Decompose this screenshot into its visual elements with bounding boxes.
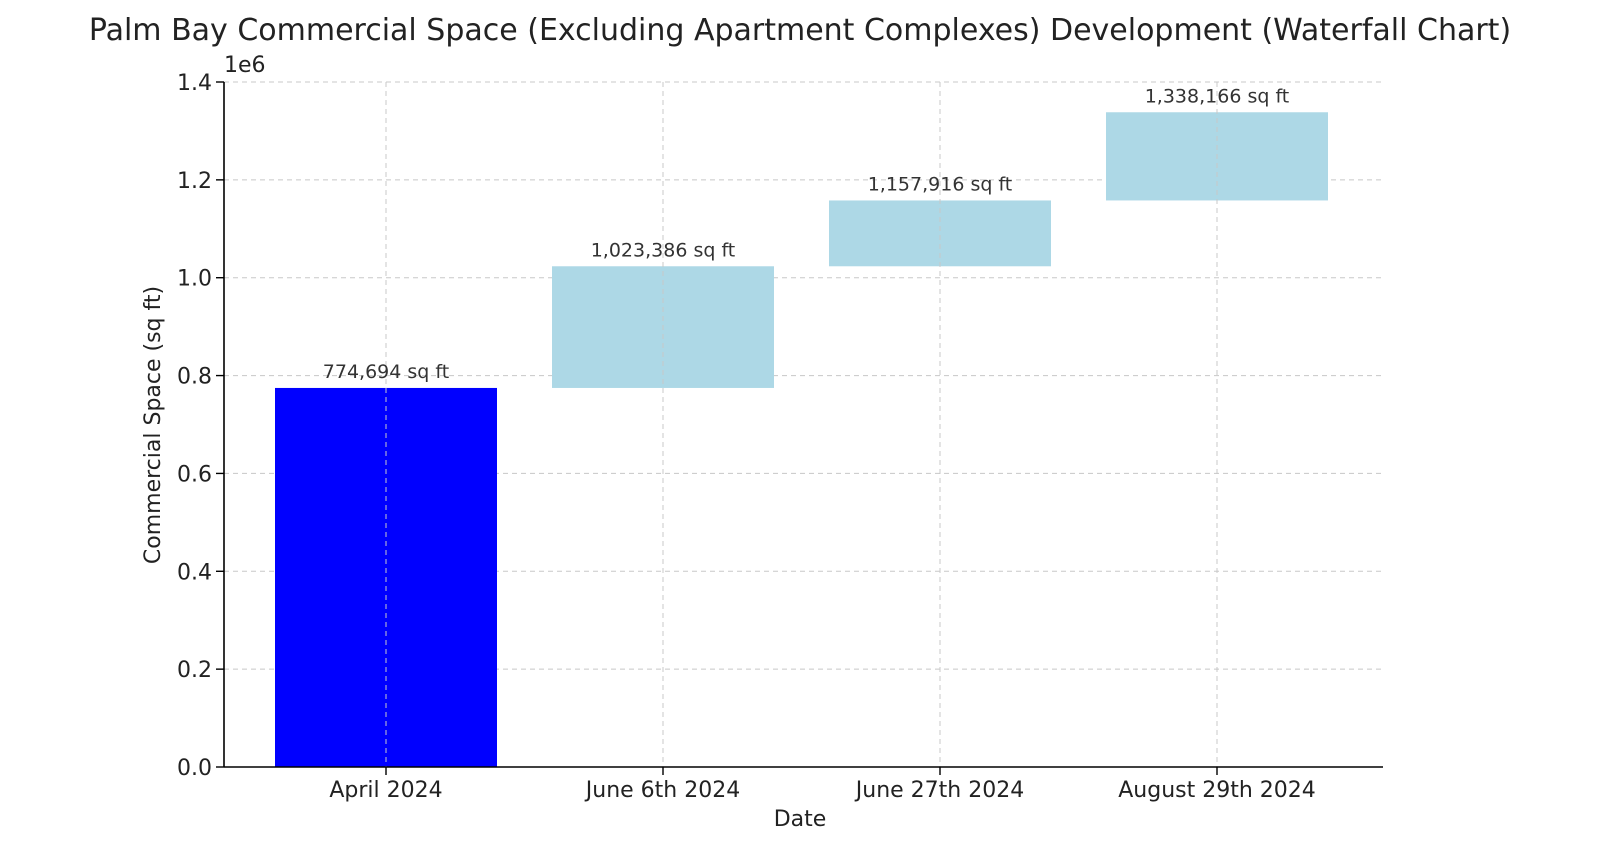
bar-value-label: 1,157,916 sq ft — [868, 173, 1013, 195]
y-tick-label: 0.6 — [177, 462, 212, 487]
y-tick-label: 0.0 — [177, 756, 212, 781]
bar-value-label: 1,023,386 sq ft — [591, 239, 736, 261]
bar-value-label: 1,338,166 sq ft — [1145, 85, 1290, 107]
x-tick-label: June 6th 2024 — [584, 778, 740, 803]
y-tick-label: 0.4 — [177, 560, 212, 585]
data-labels: 774,694 sq ft 1,023,386 sq ft 1,157,916 sq… — [323, 85, 1289, 383]
axes: 0.0 0.2 0.4 0.6 0.8 1.0 1.2 1.4 April 2024 June 6… — [177, 71, 1383, 803]
chart-title: Palm Bay Commercial Space (Excluding Apa… — [89, 13, 1511, 48]
x-tick-label: August 29th 2024 — [1118, 778, 1316, 803]
vertical-grid-lines — [385, 82, 1218, 767]
bar-value-label: 774,694 sq ft — [323, 361, 449, 383]
y-tick-label: 0.2 — [177, 658, 212, 683]
y-axis-label: Commercial Space (sq ft) — [141, 286, 166, 564]
x-tick-label: April 2024 — [329, 778, 442, 803]
y-tick-label: 1.4 — [177, 71, 212, 96]
x-tick-label: June 27th 2024 — [854, 778, 1024, 803]
y-tick-label: 1.2 — [177, 169, 212, 194]
y-tick-label: 1.0 — [177, 267, 212, 292]
y-axis-offset-label: 1e6 — [224, 53, 266, 78]
x-axis-label: Date — [774, 807, 827, 832]
y-tick-label: 0.8 — [177, 365, 212, 390]
